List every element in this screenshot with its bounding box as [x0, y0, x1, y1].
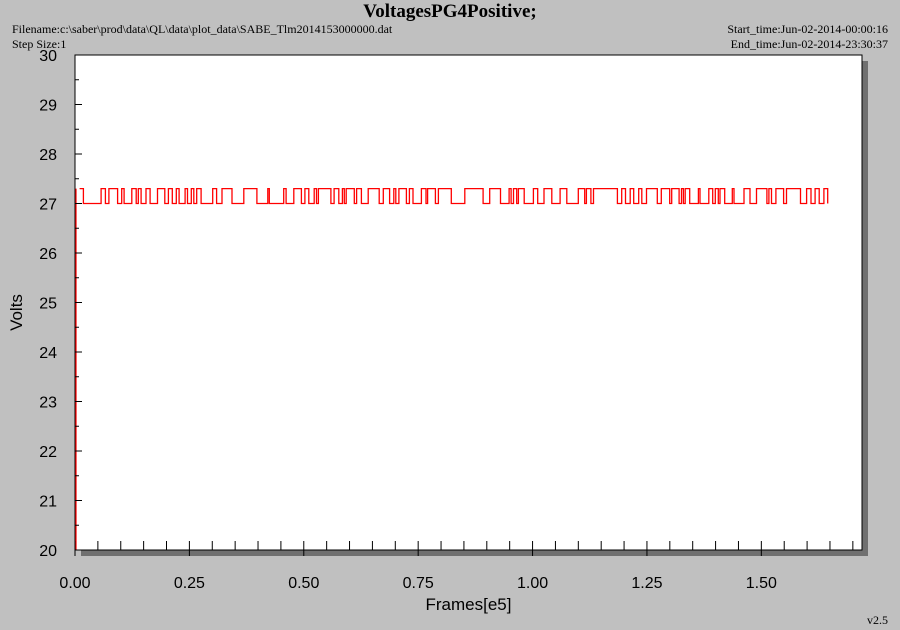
x-tick-label: 0.50	[288, 575, 319, 592]
y-tick-label: 24	[39, 345, 57, 362]
y-tick-label: 27	[39, 197, 57, 214]
x-tick-label: 1.25	[631, 575, 662, 592]
y-tick-label: 29	[39, 98, 57, 115]
x-tick-label: 0.25	[174, 575, 205, 592]
axes-layer: 20 21 22 23 24 25 26 27 28 29 30 0.00 0.25 0.50 0.75 1.…	[39, 48, 854, 592]
start-time-label: Start_time:Jun-02-2014-00:00:16	[727, 22, 888, 36]
step-size-label: Step Size:1	[12, 37, 67, 51]
version-label: v2.5	[867, 613, 888, 627]
x-tick-label: 1.50	[746, 575, 777, 592]
y-tick-label: 21	[39, 494, 57, 511]
series-layer	[75, 187, 829, 550]
x-tick-label: 1.00	[517, 575, 548, 592]
plot-area	[74, 54, 863, 551]
y-tick-label: 23	[39, 395, 57, 412]
end-time-label: End_time:Jun-02-2014-23:30:37	[730, 37, 888, 51]
y-tick-label: 20	[39, 543, 57, 560]
y-tick-label: 30	[39, 48, 57, 65]
y-axis-label: Volts	[7, 294, 26, 331]
y-tick-label: 25	[39, 296, 57, 313]
x-axis-label: Frames[e5]	[426, 595, 512, 614]
y-tick-label: 26	[39, 246, 57, 263]
y-tick-label: 22	[39, 444, 57, 461]
series-line	[79, 187, 829, 205]
x-tick-label: 0.00	[59, 575, 90, 592]
filename-label: Filename:c:\saber\prod\data\QL\data\plot…	[12, 22, 393, 36]
x-tick-label: 0.75	[403, 575, 434, 592]
y-tick-label: 28	[39, 147, 57, 164]
chart-title: VoltagesPG4Positive;	[363, 1, 537, 22]
